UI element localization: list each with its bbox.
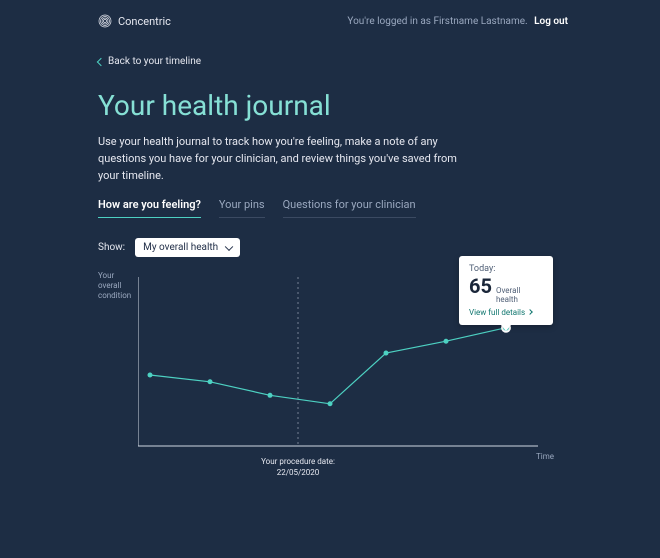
tab-questions[interactable]: Questions for your clinician <box>283 198 416 218</box>
chart-tooltip: Today: 65 Overall health View full detai… <box>459 256 553 325</box>
filter-select[interactable]: My overall health <box>135 238 240 257</box>
page-title: Your health journal <box>98 89 568 122</box>
tab-how-are-you-feeling[interactable]: How are you feeling? <box>98 198 201 218</box>
chart: Your overall condition Today: 65 Overall… <box>98 271 568 501</box>
procedure-label: Your procedure date: <box>261 457 335 466</box>
back-link[interactable]: Back to your timeline <box>98 56 568 67</box>
user-name: Firstname Lastname. <box>433 16 527 27</box>
tab-your-pins[interactable]: Your pins <box>219 198 265 218</box>
chevron-right-icon <box>527 310 533 316</box>
filter-label: Show: <box>98 242 125 253</box>
x-axis-label: Time <box>536 452 554 461</box>
intro-text: Use your health journal to track how you… <box>98 133 478 184</box>
chevron-left-icon <box>97 57 105 65</box>
tooltip-details-link[interactable]: View full details <box>469 308 543 317</box>
tooltip-value-label: Overall health <box>496 286 543 304</box>
y-axis-label: Your overall condition <box>98 271 134 301</box>
brand-name: Concentric <box>118 15 171 28</box>
tabs: How are you feeling? Your pins Questions… <box>98 198 568 218</box>
auth-prefix: You're logged in as <box>347 16 431 27</box>
auth-status: You're logged in as Firstname Lastname. … <box>347 16 568 27</box>
brand-logo-icon <box>98 14 112 28</box>
tooltip-value: 65 <box>469 276 492 296</box>
brand: Concentric <box>98 14 171 28</box>
tooltip-today-label: Today: <box>469 264 543 274</box>
procedure-date: 22/05/2020 <box>277 468 320 477</box>
back-link-label: Back to your timeline <box>108 56 201 67</box>
tooltip-link-label: View full details <box>469 308 525 317</box>
procedure-marker-label: Your procedure date: 22/05/2020 <box>248 456 348 478</box>
logout-link[interactable]: Log out <box>534 16 568 27</box>
